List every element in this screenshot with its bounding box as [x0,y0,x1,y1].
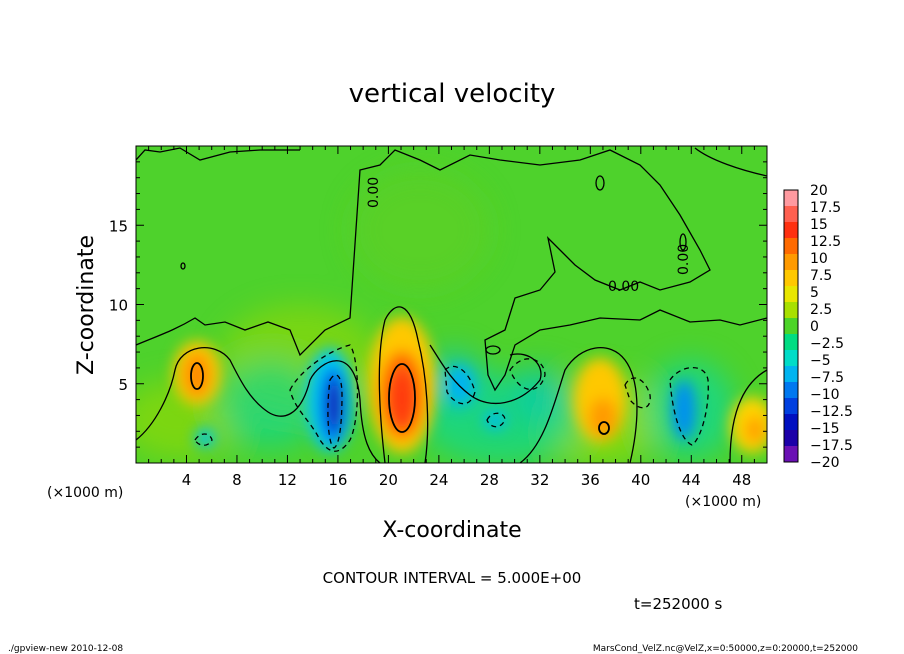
x-tick-label: 24 [429,471,448,489]
contour-small-1 [595,175,605,191]
colorbar-label: 17.5 [810,200,841,216]
y-axis-label: Z-coordinate [74,235,99,375]
footer-left: ./gpview-new 2010-12-08 [8,644,123,654]
colorbar-swatch [784,350,798,367]
y-tick-label: 10 [109,297,128,315]
colorbar-label: 0 [810,319,819,335]
zero-contour-inner [429,344,542,405]
colorbar-swatch [784,414,798,431]
colorbar-swatch [784,382,798,399]
colorbar-label: −2.5 [810,336,844,352]
footer-right: MarsCond_VelZ.nc@VelZ,x=0:50000,z=0:2000… [593,644,858,654]
colorbar-label: −17.5 [810,438,853,454]
x-tick-label: 4 [182,471,192,489]
colorbar-swatch [784,446,798,463]
contour-interval: CONTOUR INTERVAL = 5.000E+00 [323,569,582,587]
colorbar-swatch [784,302,798,319]
x-tick-label: 8 [232,471,242,489]
contour-small-2 [180,262,186,270]
plot-area: 0.00 0.00 0.00 [136,146,767,463]
x-axis-unit: (×1000 m) [685,494,761,510]
colorbar-label: 12.5 [810,234,841,250]
colorbar-swatch [784,430,798,447]
neg-contour-east-2 [624,377,651,409]
contour-label-3: 0.00 [366,177,382,208]
neg-contour-west [289,344,359,452]
colorbar-swatch [784,238,798,255]
negative-contours [194,344,709,452]
colorbar-label: 20 [810,183,828,199]
x-tick-label: 20 [379,471,398,489]
colorbar-swatch [784,398,798,415]
colorbar-label: 2.5 [810,302,832,318]
neg-contour-center [444,365,476,405]
colorbar-swatch [784,366,798,383]
colorbar-swatch [784,334,798,351]
y-tick-label: 15 [109,217,128,235]
chart-title: vertical velocity [349,79,556,109]
colorbar-label: −10 [810,387,840,403]
x-tick-label: 40 [631,471,650,489]
colorbar-label: −12.5 [810,404,853,420]
contour-max-east [598,421,610,435]
colorbar-label: −20 [810,455,840,471]
contour-lines [136,147,767,463]
colorbar-label: −15 [810,421,840,437]
colorbar-swatch [784,222,798,239]
contour-max-center [388,363,416,433]
colorbar-label: 5 [810,285,819,301]
y-tick-label: 5 [118,376,128,394]
y-axis-unit: (×1000 m) [47,485,123,501]
contour-label-2: 0.00 [676,244,692,275]
zero-contour-right [694,147,767,177]
y-axis: 5 10 15 [109,161,767,448]
contour-label-1: 0.00 [608,279,639,295]
colorbar-frame [783,189,799,463]
colorbar-swatch [784,270,798,287]
zero-contour-east [519,347,638,463]
zero-contour-top-left [136,147,300,161]
x-tick-label: 48 [732,471,751,489]
neg-contour-small [194,433,213,446]
zero-contour-upper [136,149,767,392]
x-tick-label: 36 [581,471,600,489]
x-tick-label: 16 [328,471,347,489]
contour-small-4 [485,345,501,355]
x-axis: 4 8 12 16 20 24 28 32 36 40 44 48 [148,146,755,489]
zero-contour-center [378,306,429,463]
contour-max-west [190,362,204,390]
colorbar-swatch [784,190,798,207]
neg-contour-far-east [669,366,709,446]
x-axis-label: X-coordinate [382,518,521,543]
colorbar-label: 10 [810,251,828,267]
neg-contour-east [509,358,546,391]
colorbar-swatch [784,206,798,223]
x-tick-label: 28 [480,471,499,489]
colorbar-swatch [784,286,798,303]
x-tick-label: 32 [530,471,549,489]
zero-contour-far-east [729,369,767,463]
contour-small-3 [679,233,687,251]
colorbar-label: −7.5 [810,370,844,386]
colorbar-swatch [784,254,798,271]
time-label: t=252000 s [634,595,722,613]
x-tick-label: 12 [278,471,297,489]
x-tick-label: 44 [682,471,701,489]
zero-contour-mid-low [136,347,381,463]
colorbar-label: 15 [810,217,828,233]
neg-contour-west-core [327,374,343,449]
colorbar-swatch [784,318,798,335]
colorbar-label: −5 [810,353,831,369]
colorbar: 2017.51512.5107.552.50−2.5−5−7.5−10−12.5… [783,183,853,471]
colorbar-label: 7.5 [810,268,832,284]
